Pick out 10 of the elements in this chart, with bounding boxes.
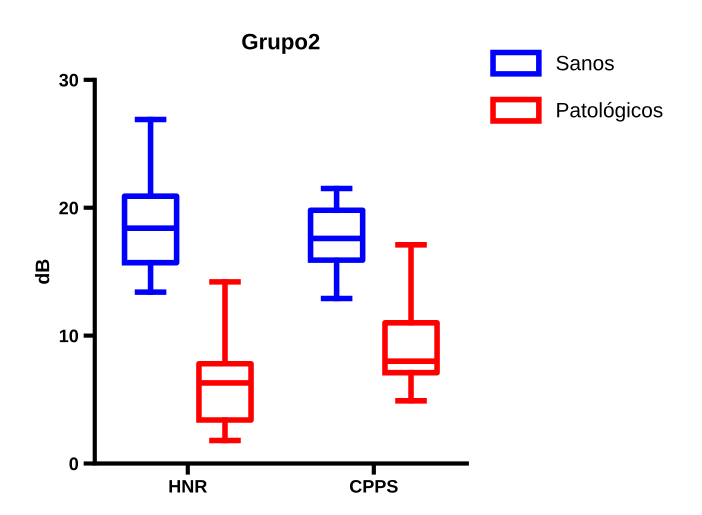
y-tick-label: 0 bbox=[69, 457, 78, 470]
y-tick-label: 20 bbox=[59, 202, 78, 214]
legend-label: Sanos bbox=[556, 56, 614, 70]
y-tick-label: 10 bbox=[60, 330, 78, 342]
x-tick-label: CPPS bbox=[350, 480, 398, 493]
y-tick-label: 30 bbox=[59, 74, 78, 87]
x-tick-label: HNR bbox=[169, 480, 207, 493]
chart-title: Grupo2 bbox=[242, 34, 320, 54]
legend-label: Patológicos bbox=[557, 102, 662, 122]
y-axis-title: dB bbox=[35, 260, 50, 284]
